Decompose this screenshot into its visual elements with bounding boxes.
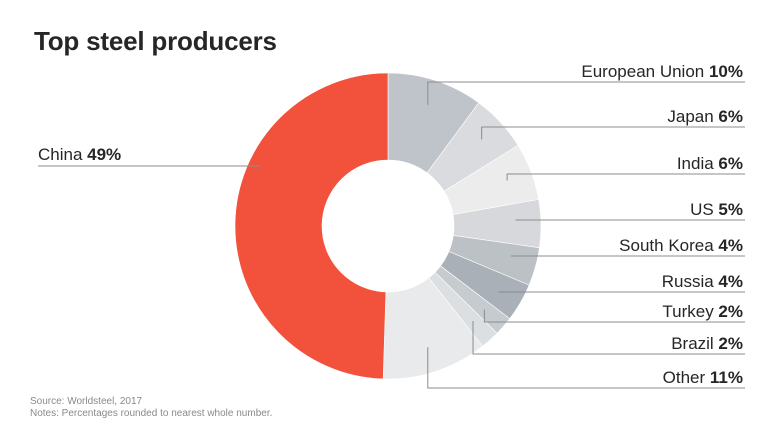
label-european-union: European Union 10%	[581, 62, 743, 81]
leader-other	[427, 347, 745, 389]
leader-brazil	[472, 321, 745, 355]
label-turkey: Turkey 2%	[662, 302, 743, 321]
chart-title: Top steel producers	[34, 26, 277, 56]
leader-japan	[481, 126, 745, 140]
watermark: 悟空问答	[690, 413, 770, 433]
label-south-korea: South Korea 4%	[619, 236, 743, 255]
watermark-icon	[690, 414, 710, 432]
label-japan: Japan 6%	[667, 107, 743, 126]
label-us: US 5%	[690, 200, 743, 219]
slice-china	[234, 72, 389, 380]
leader-india	[506, 173, 745, 181]
leader-european-union	[427, 81, 745, 105]
label-china: China 49%	[38, 145, 121, 164]
label-other: Other 11%	[663, 368, 743, 387]
rounding-note: Notes: Percentages rounded to nearest wh…	[30, 408, 273, 419]
chart-slices	[234, 72, 542, 380]
label-brazil: Brazil 2%	[671, 334, 743, 353]
chart-footer: Source: Worldsteel, 2017 Notes: Percenta…	[30, 396, 272, 420]
watermark-text: 悟空问答	[714, 415, 770, 431]
leader-lines	[38, 81, 745, 389]
leader-turkey	[483, 309, 745, 323]
label-russia: Russia 4%	[662, 272, 743, 291]
source-note: Source: Worldsteel, 2017	[30, 396, 143, 407]
label-india: India 6%	[677, 154, 743, 173]
slice-labels: European Union 10% Japan 6% India 6% US 5% S…	[38, 62, 743, 387]
